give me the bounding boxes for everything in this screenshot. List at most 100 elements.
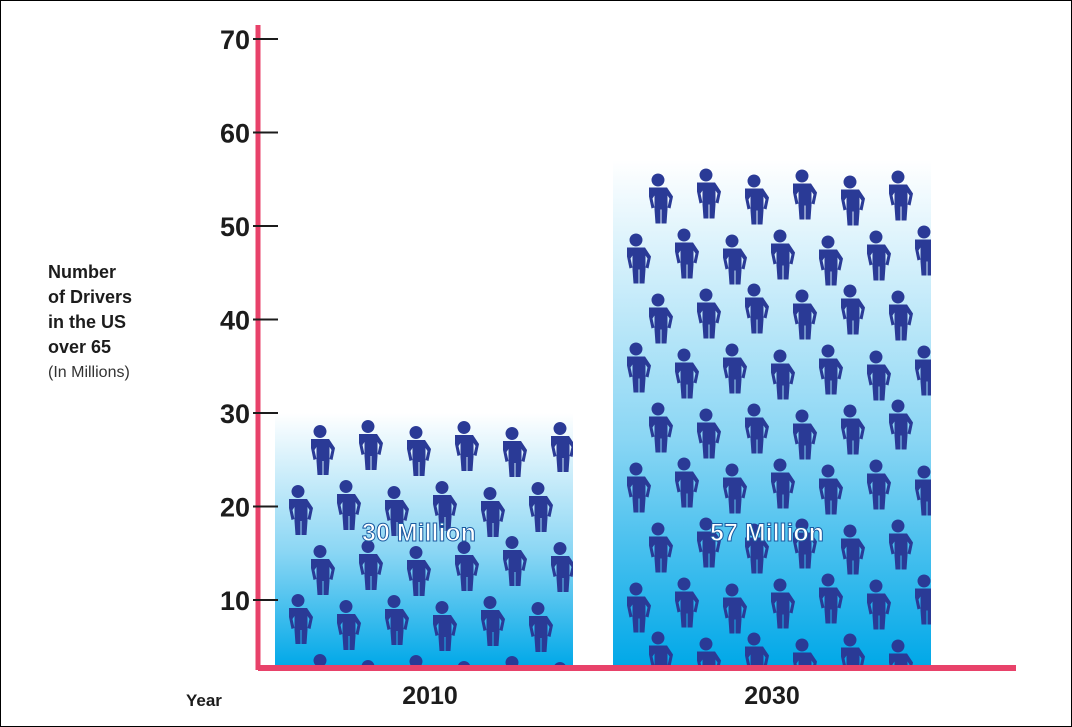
person-icon — [311, 545, 335, 595]
person-icon — [551, 542, 573, 592]
person-icon — [311, 425, 335, 475]
person-icon — [407, 546, 431, 596]
person-icon — [915, 345, 931, 396]
y-axis-title-line-4: over 65 — [48, 337, 111, 357]
y-axis-unit-label: (In Millions) — [48, 364, 130, 381]
person-icon — [745, 403, 769, 454]
person-icon — [867, 230, 891, 281]
person-icon — [577, 597, 601, 647]
person-icon — [819, 344, 843, 395]
person-icon — [867, 459, 891, 510]
person-icon — [505, 656, 519, 667]
x-tick-label-2010: 2010 — [402, 682, 458, 710]
person-icon — [649, 173, 673, 224]
person-icon — [793, 518, 817, 569]
person-icon — [433, 601, 457, 651]
person-icon — [627, 233, 651, 284]
y-tick-label-40: 40 — [220, 306, 250, 336]
person-icon — [867, 350, 891, 401]
person-icon — [771, 458, 795, 509]
person-icon — [675, 577, 699, 628]
person-icon — [649, 631, 673, 668]
person-icon — [649, 402, 673, 453]
person-icon — [529, 482, 553, 532]
bar-2030: 57 Million — [613, 160, 931, 668]
y-tick-label-30: 30 — [220, 399, 250, 429]
person-icon — [289, 485, 313, 535]
person-icon — [841, 175, 865, 226]
person-icon — [627, 342, 651, 393]
person-icon — [867, 579, 891, 630]
bar-2030-people — [627, 168, 931, 668]
person-icon — [915, 225, 931, 276]
x-axis-title: Year — [186, 691, 222, 710]
person-icon — [409, 655, 423, 667]
person-icon — [627, 582, 651, 633]
x-tick-label-2030: 2030 — [744, 682, 800, 710]
person-icon — [793, 409, 817, 460]
person-icon — [723, 583, 747, 634]
y-tick-label-60: 60 — [220, 119, 250, 149]
person-icon — [649, 522, 673, 573]
person-icon — [529, 602, 553, 652]
person-icon — [675, 348, 699, 399]
bar-2010-value-label: 30 Million — [362, 519, 476, 547]
person-icon — [455, 541, 479, 591]
person-icon — [577, 488, 601, 538]
person-icon — [723, 343, 747, 394]
person-icon — [889, 290, 913, 341]
person-icon — [627, 462, 651, 513]
person-icon — [745, 632, 769, 668]
person-icon — [481, 596, 505, 646]
person-icon — [793, 289, 817, 340]
person-icon — [771, 349, 795, 400]
person-icon — [889, 639, 913, 668]
person-icon — [337, 480, 361, 530]
person-icon — [819, 573, 843, 624]
y-axis-title-line-3: in the US — [48, 312, 126, 332]
bar-2030-value-label: 57 Million — [710, 519, 824, 547]
person-icon — [697, 517, 721, 568]
person-icon — [771, 578, 795, 629]
person-icon — [723, 234, 747, 285]
person-icon — [745, 283, 769, 334]
person-icon — [841, 404, 865, 455]
y-tick-label-10: 10 — [220, 586, 250, 616]
person-icon — [359, 420, 383, 470]
y-tick-label-50: 50 — [220, 212, 250, 242]
person-icon — [745, 523, 769, 574]
y-axis-title-line-1: Number — [48, 262, 116, 282]
person-icon — [433, 481, 457, 531]
person-icon — [771, 229, 795, 280]
person-icon — [385, 595, 409, 645]
person-icon — [359, 540, 383, 590]
person-icon — [841, 524, 865, 575]
person-icon — [455, 421, 479, 471]
person-icon — [819, 464, 843, 515]
bar-2010: 30 Million — [275, 413, 601, 667]
person-icon — [723, 463, 747, 514]
person-icon — [313, 654, 327, 667]
person-icon — [889, 170, 913, 221]
person-icon — [551, 422, 573, 472]
person-icon — [697, 637, 721, 668]
person-icon — [337, 600, 361, 650]
person-icon — [889, 519, 913, 570]
y-axis-title-line-2: of Drivers — [48, 287, 132, 307]
person-icon — [889, 399, 913, 450]
person-icon — [289, 594, 313, 644]
person-icon — [745, 174, 769, 225]
person-icon — [793, 169, 817, 220]
person-icon — [675, 228, 699, 279]
y-tick-label-20: 20 — [220, 493, 250, 523]
person-icon — [841, 284, 865, 335]
person-icon — [385, 486, 409, 536]
person-icon — [503, 536, 527, 586]
y-tick-label-70: 70 — [220, 25, 250, 55]
person-icon — [649, 293, 673, 344]
person-icon — [697, 408, 721, 459]
person-icon — [407, 426, 431, 476]
